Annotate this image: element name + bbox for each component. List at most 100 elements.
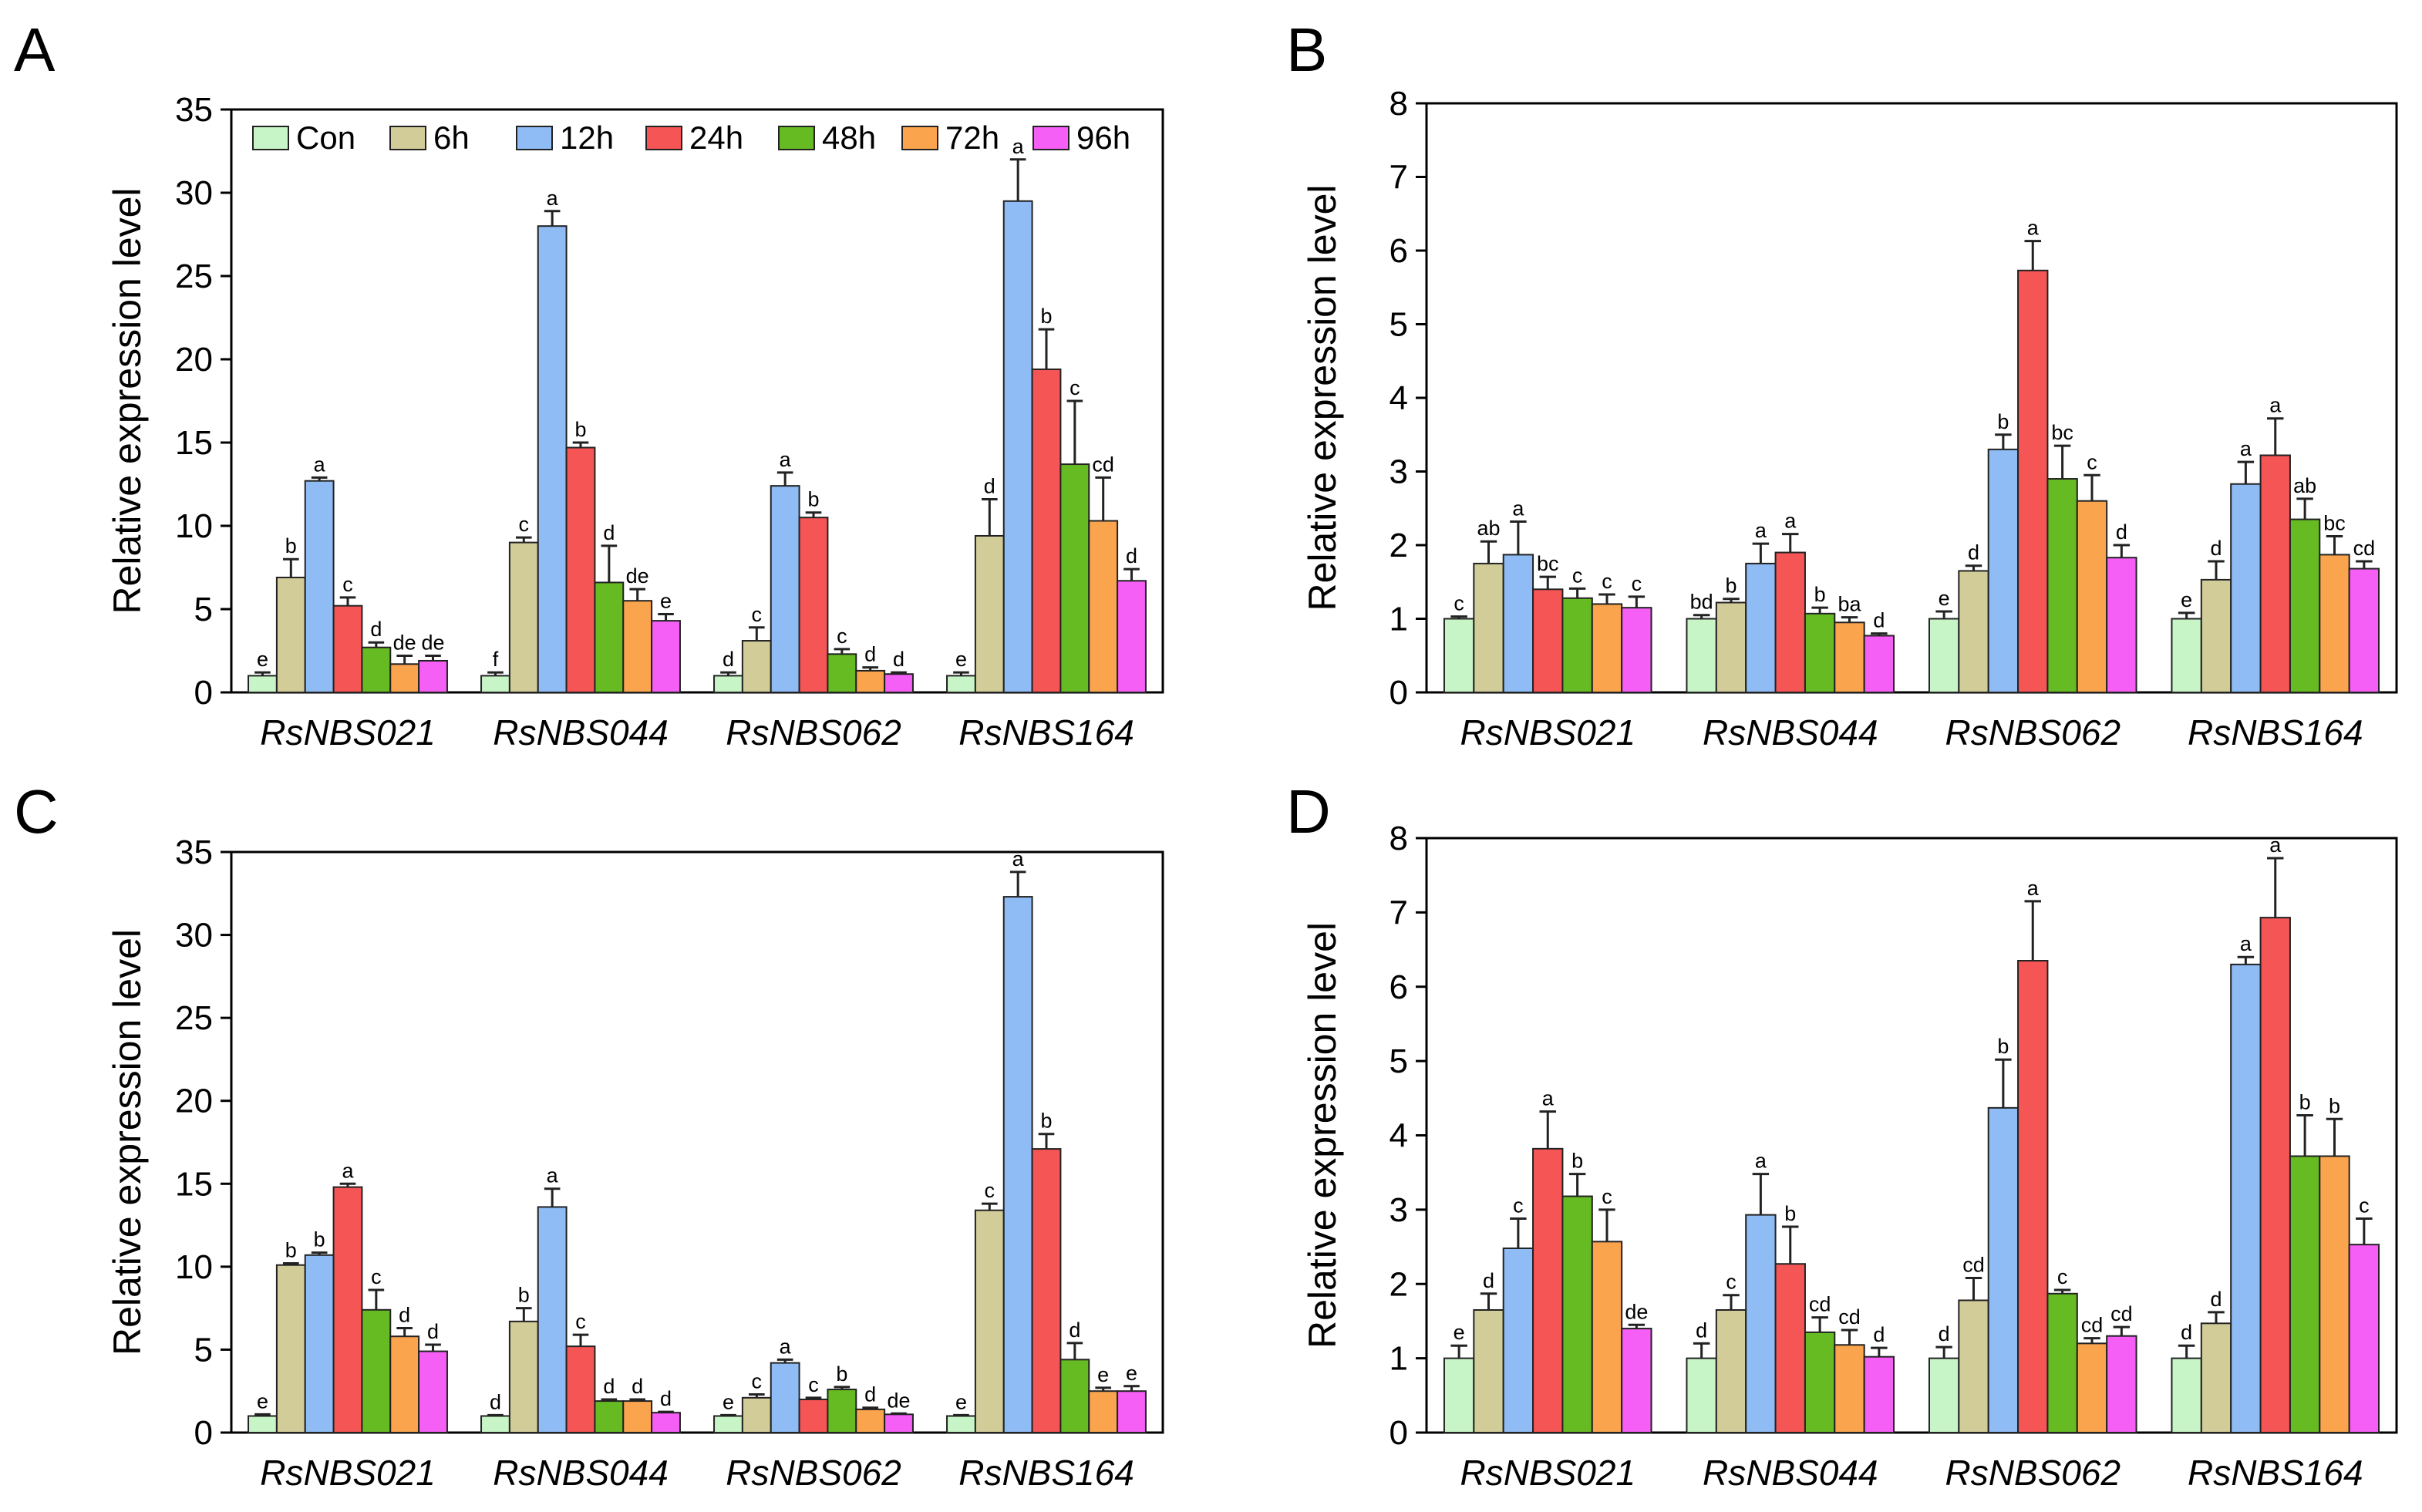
significance-label: cd — [1809, 1293, 1831, 1316]
significance-label: b — [1040, 305, 1052, 328]
bar-96h — [1117, 1390, 1147, 1433]
bar-6h — [974, 534, 1005, 694]
bar-24h — [798, 1398, 829, 1434]
legend-swatch-24h — [645, 126, 682, 150]
bar-Con — [946, 1415, 976, 1434]
significance-label: d — [2116, 520, 2127, 544]
bar-96h — [1621, 607, 1652, 693]
bar-6h — [1715, 601, 1747, 693]
bar-12h — [1987, 448, 2019, 693]
y-tick-label: 15 — [175, 1165, 213, 1203]
bar-12h — [1502, 1247, 1534, 1433]
x-category-label: RsNBS044 — [493, 712, 669, 753]
bar-Con — [480, 675, 510, 694]
significance-label: c — [1513, 1194, 1524, 1217]
bar-72h — [389, 663, 420, 694]
significance-label: f — [493, 648, 499, 671]
bar-24h — [565, 1345, 596, 1434]
y-tick-label: 25 — [175, 258, 213, 295]
significance-label: c — [808, 1373, 819, 1396]
y-tick-label: 1 — [1390, 1340, 1408, 1378]
x-category-label: RsNBS062 — [1945, 1453, 2121, 1493]
y-tick-label: 35 — [175, 91, 213, 129]
bar-Con — [713, 675, 743, 694]
y-tick-label: 20 — [175, 341, 213, 379]
significance-label: e — [723, 1390, 734, 1413]
bar-24h — [2017, 960, 2049, 1434]
significance-label: d — [660, 1387, 672, 1410]
bar-24h — [2017, 269, 2049, 694]
bar-48h — [1059, 1359, 1090, 1434]
bar-6h — [508, 541, 539, 693]
legend-label-6h: 6h — [433, 120, 470, 156]
bar-96h — [1117, 580, 1147, 694]
significance-label: d — [2210, 537, 2222, 560]
bar-6h — [1473, 562, 1504, 693]
y-tick-label: 6 — [1390, 232, 1408, 270]
significance-label: d — [2181, 1321, 2192, 1344]
significance-label: a — [1512, 497, 1524, 520]
y-tick-label: 0 — [194, 1414, 213, 1452]
bar-24h — [1031, 1148, 1062, 1433]
bar-12h — [1002, 200, 1033, 693]
significance-label: c — [1602, 570, 1612, 593]
bar-72h — [2319, 554, 2350, 693]
bar-72h — [2076, 500, 2108, 694]
bar-24h — [332, 1186, 363, 1434]
bar-6h — [1958, 1299, 1989, 1434]
significance-label: ab — [1477, 517, 1500, 540]
bar-6h — [741, 1396, 772, 1433]
bar-96h — [418, 1350, 448, 1433]
significance-label: d — [603, 521, 615, 544]
bar-48h — [2046, 1292, 2078, 1434]
bar-Con — [1443, 618, 1475, 693]
y-tick-label: 8 — [1390, 820, 1408, 857]
panel-letter: C — [14, 777, 59, 846]
significance-label: a — [2027, 217, 2040, 240]
bar-72h — [1591, 1241, 1623, 1434]
bar-Con — [1686, 618, 1717, 693]
y-tick-label: 0 — [1390, 674, 1408, 712]
bar-48h — [827, 1389, 857, 1434]
y-tick-label: 4 — [1390, 379, 1408, 417]
significance-label: a — [547, 187, 559, 210]
bar-72h — [1591, 603, 1623, 694]
y-axis-label: Relative expression level — [106, 929, 149, 1355]
significance-label: a — [1012, 135, 1025, 158]
significance-label: bc — [1537, 552, 1559, 575]
x-category-label: RsNBS062 — [726, 1453, 901, 1493]
significance-label: c — [1726, 1271, 1736, 1294]
bar-96h — [651, 620, 681, 693]
bar-12h — [537, 1206, 568, 1434]
significance-label: d — [603, 1375, 615, 1398]
bar-24h — [332, 604, 363, 693]
panel-letter: D — [1286, 777, 1331, 846]
significance-label: d — [864, 643, 876, 666]
significance-label: b — [285, 534, 297, 557]
bar-12h — [304, 480, 335, 693]
significance-label: cd — [2081, 1314, 2104, 1337]
x-category-label: RsNBS164 — [958, 712, 1134, 753]
bar-72h — [389, 1335, 420, 1434]
significance-label: e — [1126, 1362, 1137, 1385]
significance-label: d — [427, 1320, 439, 1343]
significance-label: c — [985, 1179, 995, 1202]
y-tick-label: 25 — [175, 999, 213, 1037]
significance-label: b — [836, 1362, 847, 1386]
significance-label: d — [1069, 1318, 1080, 1342]
significance-label: b — [314, 1228, 325, 1251]
significance-label: bc — [2323, 512, 2346, 535]
bar-72h — [1834, 1344, 1865, 1433]
significance-label: a — [2240, 437, 2252, 460]
significance-label: d — [1696, 1318, 1707, 1342]
bar-24h — [1532, 1147, 1564, 1434]
significance-label: c — [837, 625, 847, 648]
significance-label: e — [257, 648, 268, 671]
bar-96h — [2348, 1244, 2380, 1434]
significance-label: d — [1873, 1323, 1885, 1346]
significance-label: cd — [2110, 1302, 2133, 1325]
plot-frame — [230, 108, 1164, 694]
